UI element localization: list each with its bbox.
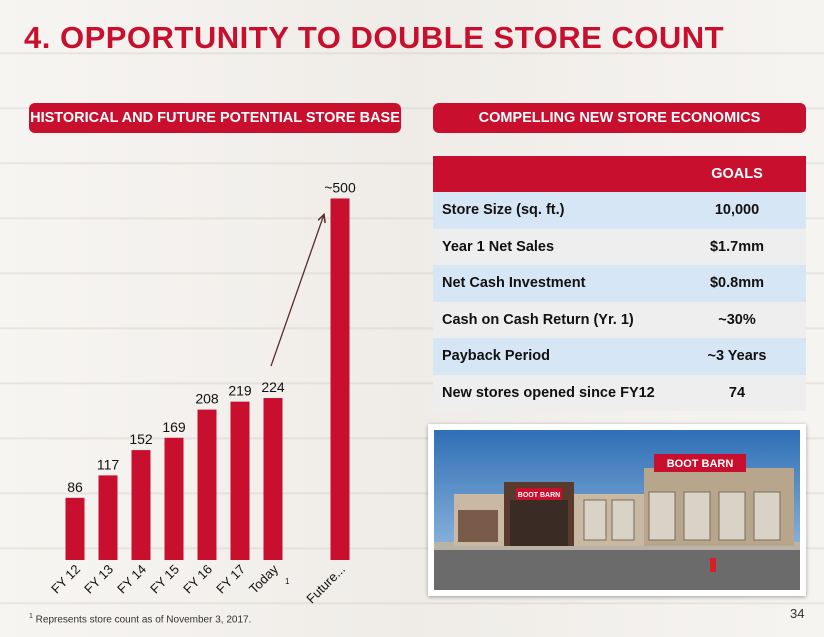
row-value: $0.8mm — [668, 265, 806, 302]
x-tick-label: FY 17 — [213, 562, 248, 597]
x-tick-label: FY 14 — [114, 562, 149, 597]
data-label: 219 — [228, 383, 252, 399]
x-tick-label: Today — [246, 561, 281, 596]
data-label: ~500 — [324, 179, 356, 195]
row-value: ~3 Years — [668, 338, 806, 375]
row-label: Year 1 Net Sales — [433, 228, 668, 265]
table-row: Net Cash Investment $0.8mm — [433, 265, 806, 302]
store-entrance-sign: BOOT BARN — [518, 492, 560, 499]
table-row: Cash on Cash Return (Yr. 1) ~30% — [433, 301, 806, 338]
bar-today — [263, 398, 283, 560]
row-value: 10,000 — [668, 192, 806, 229]
bar-fy-15 — [164, 437, 184, 560]
economics-section-header: COMPELLING NEW STORE ECONOMICS — [433, 103, 806, 133]
bar-fy-13 — [98, 475, 118, 560]
table-row: Payback Period ~3 Years — [433, 338, 806, 375]
economics-table: GOALS Store Size (sq. ft.) 10,000 Year 1… — [433, 156, 806, 411]
row-label: Net Cash Investment — [433, 265, 668, 302]
slide-title: 4. OPPORTUNITY TO DOUBLE STORE COUNT — [24, 20, 725, 55]
row-value: 74 — [668, 374, 806, 411]
bar-fy-12 — [65, 497, 85, 560]
footnote-text: Represents store count as of November 3,… — [32, 614, 252, 626]
bar-fy-16 — [197, 409, 217, 560]
data-label: 117 — [97, 456, 120, 472]
data-label: 169 — [162, 419, 186, 435]
chart-section-header: HISTORICAL AND FUTURE POTENTIAL STORE BA… — [29, 103, 401, 133]
footnote: 1 Represents store count as of November … — [29, 613, 251, 625]
row-label: New stores opened since FY12 — [433, 374, 668, 411]
x-tick-label: FY 12 — [48, 562, 83, 597]
x-tick-label: Future... — [303, 562, 348, 607]
table-row: Store Size (sq. ft.) 10,000 — [433, 192, 806, 229]
table-header-goals: GOALS — [668, 156, 806, 192]
row-value: ~30% — [668, 301, 806, 338]
bar-fy-17 — [230, 401, 250, 560]
footnote-marker: 1 — [29, 613, 33, 620]
bar-future — [330, 198, 350, 560]
store-photo: BOOT BARN BOOT BARN — [428, 424, 806, 596]
row-label: Store Size (sq. ft.) — [433, 192, 668, 229]
row-label: Payback Period — [433, 338, 668, 375]
growth-arrow — [270, 214, 324, 367]
table-row: New stores opened since FY12 74 — [433, 374, 806, 411]
table-header-row: GOALS — [433, 156, 806, 192]
table-header-label — [433, 156, 668, 192]
table-row: Year 1 Net Sales $1.7mm — [433, 228, 806, 265]
data-label: 224 — [261, 379, 285, 395]
store-roof-sign: BOOT BARN — [667, 458, 734, 470]
store-count-bar-chart: 86 FY 12 117 FY 13 152 FY 14 169 FY 15 208 FY 16 2… — [48, 179, 356, 607]
row-label: Cash on Cash Return (Yr. 1) — [433, 301, 668, 338]
x-tick-label: FY 15 — [147, 562, 182, 597]
row-value: $1.7mm — [668, 228, 806, 265]
data-label: 208 — [195, 391, 219, 407]
data-label: 152 — [129, 431, 153, 447]
x-tick-label: FY 13 — [81, 562, 116, 597]
store-photo-image: BOOT BARN BOOT BARN — [434, 430, 800, 590]
page-number: 34 — [790, 606, 805, 621]
data-label: 86 — [67, 479, 83, 495]
x-tick-superscript: 1 — [285, 577, 290, 586]
bar-fy-14 — [131, 450, 151, 560]
x-tick-label: FY 16 — [180, 562, 215, 597]
